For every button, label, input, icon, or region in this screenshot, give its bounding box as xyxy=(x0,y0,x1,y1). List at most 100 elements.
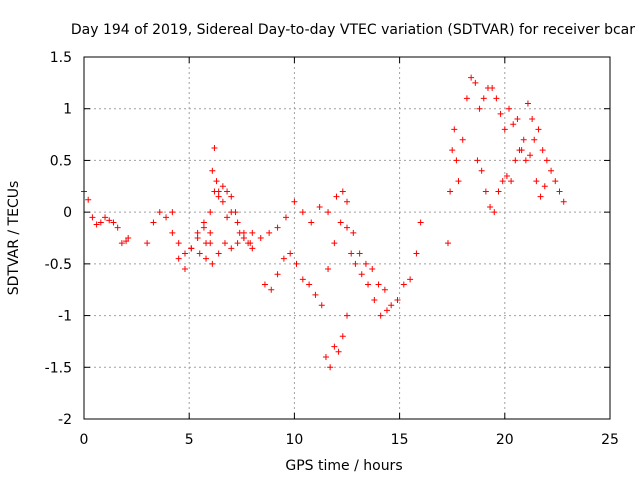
data-point xyxy=(537,193,544,200)
series-arc3 xyxy=(169,188,254,257)
data-point xyxy=(209,167,216,174)
data-point xyxy=(106,217,113,224)
data-point xyxy=(163,214,170,221)
data-point xyxy=(487,203,494,210)
data-point xyxy=(453,157,460,164)
data-point xyxy=(449,147,456,154)
series-arc2 xyxy=(144,209,214,273)
series-arc5 xyxy=(196,188,350,267)
data-point xyxy=(552,178,559,185)
data-point xyxy=(200,219,207,226)
series-arc4 xyxy=(203,145,256,252)
data-point xyxy=(293,260,300,267)
data-point xyxy=(388,302,395,309)
data-point xyxy=(249,245,256,252)
axis-ticks: 0 5 10 15 20 25 -2 -1.5 -1 -0.5 0 0.5 1 1.5 xyxy=(45,50,619,448)
data-point xyxy=(327,364,334,371)
data-point xyxy=(510,121,517,128)
data-point xyxy=(474,157,481,164)
data-point xyxy=(362,260,369,267)
data-point xyxy=(325,266,332,273)
series-arc6 xyxy=(261,219,424,309)
data-point xyxy=(236,229,243,236)
data-point xyxy=(316,203,323,210)
data-point xyxy=(234,240,241,247)
data-point xyxy=(287,250,294,257)
data-point xyxy=(352,260,359,267)
y-tick-label: 1.5 xyxy=(50,50,72,66)
y-tick-label: -0.5 xyxy=(45,257,72,273)
data-point xyxy=(451,126,458,133)
data-point xyxy=(497,110,504,117)
data-point xyxy=(524,100,531,107)
data-point xyxy=(459,136,466,143)
data-point xyxy=(215,188,222,195)
data-point xyxy=(356,250,363,257)
data-point xyxy=(325,209,332,216)
data-point xyxy=(339,333,346,340)
data-point xyxy=(365,281,372,288)
data-point xyxy=(480,95,487,102)
data-point xyxy=(207,229,214,236)
data-point xyxy=(529,116,536,123)
data-point xyxy=(447,188,454,195)
data-point xyxy=(520,136,527,143)
data-point xyxy=(495,188,502,195)
data-point xyxy=(211,145,218,152)
data-point xyxy=(291,198,298,205)
data-point xyxy=(413,250,420,257)
series-arc1 xyxy=(81,188,132,247)
data-point xyxy=(240,235,247,241)
data-point xyxy=(377,312,384,319)
data-point xyxy=(175,240,182,247)
x-axis-label: GPS time / hours xyxy=(285,458,402,474)
data-point xyxy=(245,240,252,247)
data-point xyxy=(463,95,470,102)
data-point xyxy=(369,266,376,273)
data-point xyxy=(169,209,176,216)
series-arc8 xyxy=(444,74,567,247)
data-point xyxy=(539,147,546,154)
data-point xyxy=(535,126,542,133)
data-point xyxy=(123,238,130,245)
data-point xyxy=(274,271,281,278)
series-arc9 xyxy=(474,100,548,216)
data-point xyxy=(181,250,188,257)
data-point xyxy=(194,235,201,241)
data-point xyxy=(282,214,289,221)
data-point xyxy=(194,229,201,236)
data-point xyxy=(299,209,306,216)
data-point xyxy=(508,178,515,185)
data-point xyxy=(85,196,92,203)
data-point xyxy=(482,188,489,195)
data-point xyxy=(203,255,210,262)
data-point xyxy=(339,188,346,195)
data-point xyxy=(522,157,529,164)
y-tick-label: -2 xyxy=(58,412,72,428)
data-point xyxy=(308,219,315,226)
data-point xyxy=(232,209,239,216)
grid xyxy=(84,57,610,419)
data-point xyxy=(118,240,125,247)
data-point xyxy=(228,245,235,252)
data-point xyxy=(501,126,508,133)
data-point xyxy=(499,178,506,185)
data-point xyxy=(125,235,132,241)
data-point xyxy=(468,74,475,81)
data-point xyxy=(478,167,485,174)
data-point xyxy=(394,297,401,304)
data-point xyxy=(417,219,424,226)
data-point xyxy=(110,219,117,226)
data-point xyxy=(268,286,275,293)
y-tick-label: -1.5 xyxy=(45,360,72,376)
data-point xyxy=(257,235,264,241)
data-point xyxy=(93,221,100,228)
data-point xyxy=(306,281,313,288)
y-axis-label: SDTVAR / TECUs xyxy=(6,181,22,296)
data-point xyxy=(514,116,521,123)
data-point xyxy=(97,219,104,226)
data-point xyxy=(455,178,462,185)
data-point xyxy=(150,219,157,226)
data-point xyxy=(344,224,350,231)
